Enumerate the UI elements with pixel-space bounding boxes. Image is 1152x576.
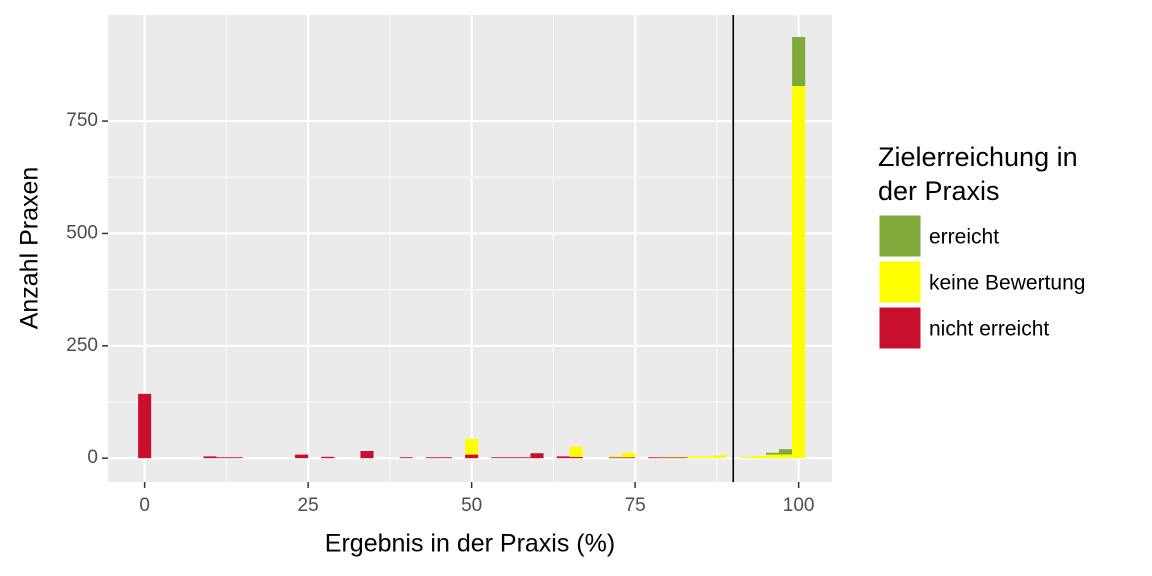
x-tick-label: 0 bbox=[139, 495, 150, 516]
x-tick-label: 50 bbox=[461, 495, 482, 516]
bar bbox=[622, 457, 636, 459]
bar bbox=[216, 457, 230, 459]
bar bbox=[648, 457, 662, 459]
bar bbox=[713, 455, 727, 459]
bar bbox=[530, 453, 544, 459]
x-tick-label: 75 bbox=[625, 495, 646, 516]
bar bbox=[491, 457, 505, 459]
bar bbox=[138, 393, 152, 459]
bar bbox=[752, 455, 766, 459]
bar bbox=[608, 456, 623, 458]
legend-key bbox=[878, 306, 922, 350]
x-tick-label: 25 bbox=[298, 495, 319, 516]
bar bbox=[739, 456, 753, 459]
legend-label: nicht erreicht bbox=[929, 318, 1049, 341]
y-tick-label: 750 bbox=[66, 110, 98, 131]
bar bbox=[569, 456, 583, 459]
legend-label: erreicht bbox=[929, 226, 999, 249]
bar bbox=[765, 454, 780, 459]
legend-key bbox=[878, 214, 922, 258]
bar bbox=[295, 454, 309, 459]
bar bbox=[608, 457, 623, 459]
bar bbox=[687, 456, 701, 459]
bar bbox=[792, 86, 806, 459]
bar bbox=[438, 457, 453, 459]
legend-key bbox=[878, 260, 922, 304]
bar bbox=[203, 456, 217, 459]
bar bbox=[465, 454, 479, 459]
bar bbox=[229, 457, 243, 459]
x-axis-title: Ergebnis in der Praxis (%) bbox=[325, 530, 615, 558]
bar bbox=[556, 456, 570, 459]
panel bbox=[108, 15, 832, 482]
bar bbox=[569, 446, 583, 457]
legend-label: keine Bewertung bbox=[929, 272, 1085, 295]
bar bbox=[792, 37, 806, 87]
bar bbox=[517, 457, 531, 459]
bar bbox=[661, 457, 675, 459]
x-tick-label: 100 bbox=[783, 495, 815, 516]
bar bbox=[622, 452, 636, 458]
bar bbox=[360, 450, 374, 459]
bar bbox=[399, 457, 413, 459]
bar bbox=[504, 457, 518, 459]
y-tick-label: 0 bbox=[87, 447, 98, 468]
bar bbox=[765, 452, 780, 455]
bar bbox=[779, 454, 793, 459]
bar bbox=[779, 449, 793, 455]
y-tick-label: 250 bbox=[66, 335, 98, 356]
bar bbox=[465, 438, 479, 455]
bar bbox=[425, 457, 439, 459]
y-tick-label: 500 bbox=[66, 222, 98, 243]
legend-title: Zielerreichung in der Praxis bbox=[878, 142, 1078, 206]
bar bbox=[321, 456, 335, 459]
y-axis-title: Anzahl Praxen bbox=[16, 167, 44, 330]
bar bbox=[674, 457, 688, 459]
bar bbox=[700, 456, 714, 459]
